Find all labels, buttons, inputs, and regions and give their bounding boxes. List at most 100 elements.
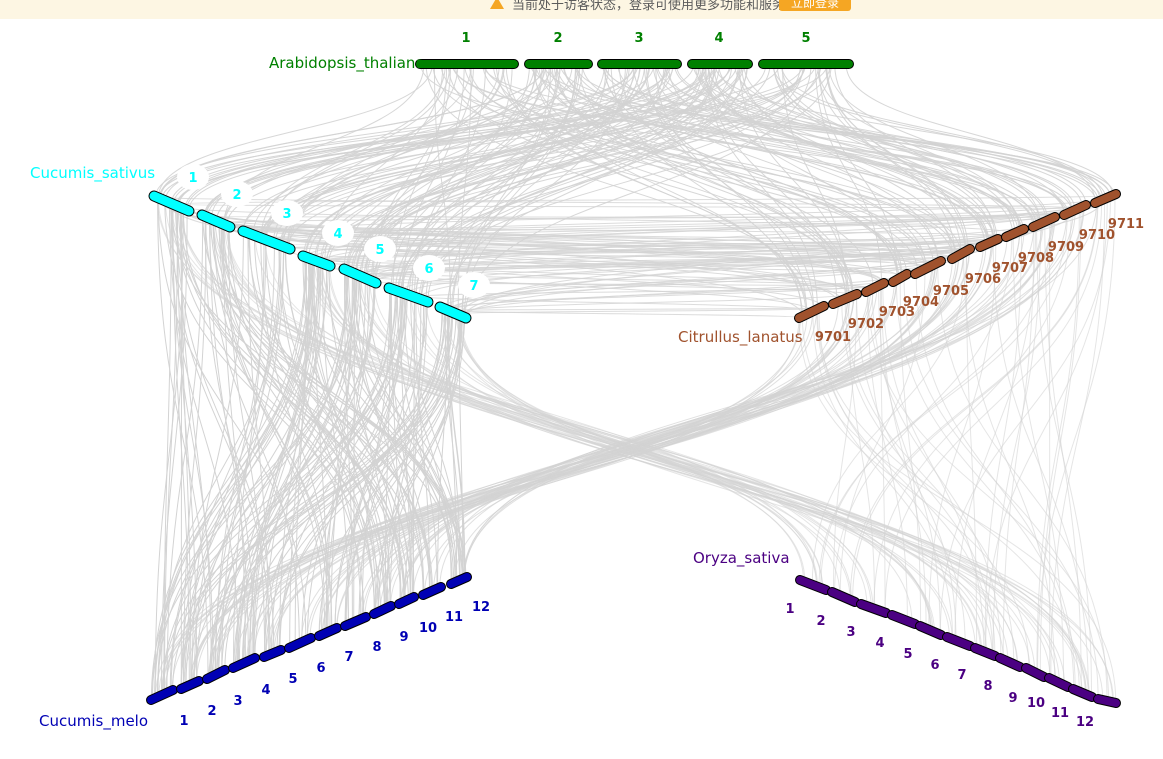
synteny-link: [954, 225, 1037, 641]
chromosome-oryza-2[interactable]: [828, 588, 859, 606]
chromosome-citrullus-9703[interactable]: [862, 279, 888, 296]
chromosome-cucumis_melo-6[interactable]: [285, 634, 315, 652]
chromosome-oryza-10[interactable]: [1045, 674, 1072, 691]
synteny-link: [656, 63, 1076, 211]
synteny-link: [344, 312, 453, 626]
chromosome-citrullus-9706[interactable]: [948, 245, 974, 263]
chromosome-cucumis_melo-4[interactable]: [229, 654, 259, 672]
synteny-link: [265, 312, 454, 657]
chromosome-label-cucumis_melo-6: 6: [316, 661, 325, 676]
synteny-link: [389, 301, 428, 607]
chromosome-cucumis_melo-10[interactable]: [395, 593, 418, 608]
chromosome-cucumis_sativus-6[interactable]: [384, 283, 433, 307]
chromosome-cucumis_sativus-3[interactable]: [238, 226, 295, 254]
chromosome-oryza-3[interactable]: [857, 600, 890, 617]
chromosome-label-cucumis_melo-5: 5: [288, 672, 297, 687]
synteny-link: [164, 206, 178, 694]
chromosome-labels: 1 2 3 4 512345679701970297039704970597069707…: [177, 31, 1144, 730]
chromosome-citrullus-9704[interactable]: [889, 270, 911, 286]
species-label-arabidopsis: Arabidopsis_thaliana: [269, 54, 425, 73]
synteny-link: [457, 63, 472, 315]
synteny-link: [880, 284, 927, 629]
chromosome-oryza-7[interactable]: [971, 644, 999, 660]
synteny-link: [801, 316, 1117, 704]
synteny-link: [379, 295, 855, 612]
chromosome-cucumis_sativus-1[interactable]: [149, 191, 194, 216]
chromosome-label-cucumis_melo-8: 8: [372, 640, 381, 655]
chromosome-citrullus-9707[interactable]: [976, 235, 1002, 251]
synteny-link: [844, 298, 1015, 665]
chromosome-cucumis_melo-12[interactable]: [447, 573, 471, 588]
chromosome-label-citrullus-9710: 9710: [1079, 228, 1115, 243]
chromosome-oryza-9[interactable]: [1022, 664, 1048, 681]
chromosome-cucumis_melo-1[interactable]: [147, 686, 177, 704]
chromosome-label-oryza-7: 7: [957, 668, 966, 683]
chromosome-label-oryza-1: 1: [785, 602, 794, 617]
synteny-link: [841, 300, 996, 657]
chromosome-cucumis_melo-8[interactable]: [341, 613, 370, 630]
chromosome-cucumis_melo-11[interactable]: [419, 583, 445, 599]
synteny-link: [454, 63, 919, 273]
synteny-link: [674, 63, 1073, 212]
synteny-link: [1050, 198, 1106, 679]
chromosome-citrullus-9708[interactable]: [1002, 225, 1028, 241]
synteny-link: [965, 251, 978, 649]
chromosome-label-bubble: [364, 236, 396, 262]
chromosome-label-bubble: [458, 272, 490, 298]
synteny-link: [315, 260, 1057, 682]
chromosome-citrullus-9710[interactable]: [1060, 201, 1090, 219]
chromosome-oryza-12[interactable]: [1094, 695, 1120, 707]
chromosome-label-cucumis_melo-12: 12: [472, 600, 490, 615]
chromosome-oryza-1[interactable]: [796, 576, 830, 594]
synteny-link: [675, 63, 1083, 207]
synteny-link: [157, 197, 209, 679]
login-button[interactable]: 立即登录: [779, 0, 852, 11]
warning-icon: [490, 0, 504, 9]
chromosome-label-oryza-8: 8: [983, 679, 992, 694]
chromosome-label-bubble: [413, 255, 445, 281]
chromosome-label-arabidopsis-3: 3: [634, 31, 643, 46]
chromosome-oryza-11[interactable]: [1069, 685, 1096, 701]
chromosome-cucumis_sativus-5[interactable]: [339, 264, 381, 288]
chromosome-cucumis_melo-7[interactable]: [315, 624, 341, 640]
chromosome-cucumis_sativus-4[interactable]: [298, 251, 335, 271]
chromosome-label-cucumis_melo-10: 10: [419, 621, 437, 636]
synteny-link: [260, 63, 446, 238]
synteny-link: [157, 63, 433, 198]
synteny-link: [563, 63, 990, 244]
synteny-link: [713, 63, 939, 263]
synteny-link: [1037, 194, 1116, 674]
synteny-link: [181, 244, 280, 689]
chromosome-cucumis_melo-5[interactable]: [260, 646, 285, 661]
chromosome-citrullus-9702[interactable]: [829, 290, 861, 308]
chromosome-cucumis_melo-2[interactable]: [177, 677, 203, 693]
synteny-link: [196, 244, 987, 683]
chromosome-citrullus-9705[interactable]: [911, 257, 945, 278]
chromosome-oryza-4[interactable]: [888, 611, 919, 628]
species-label-cucumis-sativus: Cucumis_sativus: [30, 164, 155, 183]
chromosome-citrullus-9711[interactable]: [1091, 190, 1120, 207]
chromosome-oryza-6[interactable]: [943, 633, 974, 650]
chromosome-cucumis_melo-3[interactable]: [203, 666, 229, 683]
chromosome-label-cucumis_melo-9: 9: [399, 630, 408, 645]
synteny-link: [816, 309, 1080, 692]
chromosome-label-oryza-6: 6: [930, 658, 939, 673]
synteny-link: [437, 310, 448, 589]
synteny-link: [256, 236, 960, 256]
synteny-link: [413, 285, 879, 298]
synteny-link: [820, 217, 1054, 589]
chromosome-cucumis_sativus-7[interactable]: [435, 302, 471, 323]
chromosome-label-citrullus-9704: 9704: [903, 295, 939, 310]
synteny-link: [538, 63, 934, 265]
synteny-link: [271, 199, 1102, 243]
chromosome-cucumis_melo-9[interactable]: [370, 602, 395, 618]
chromosome-cucumis_sativus-2[interactable]: [197, 210, 235, 232]
synteny-link: [849, 201, 1098, 600]
synteny-link: [776, 63, 998, 240]
chromosome-citrullus-9709[interactable]: [1029, 213, 1059, 231]
chromosome-oryza-5[interactable]: [916, 622, 945, 639]
chromosome-label-oryza-2: 2: [816, 614, 825, 629]
chromosome-citrullus-9701[interactable]: [795, 302, 828, 322]
synteny-link: [171, 203, 271, 655]
chromosome-oryza-8[interactable]: [996, 654, 1024, 671]
